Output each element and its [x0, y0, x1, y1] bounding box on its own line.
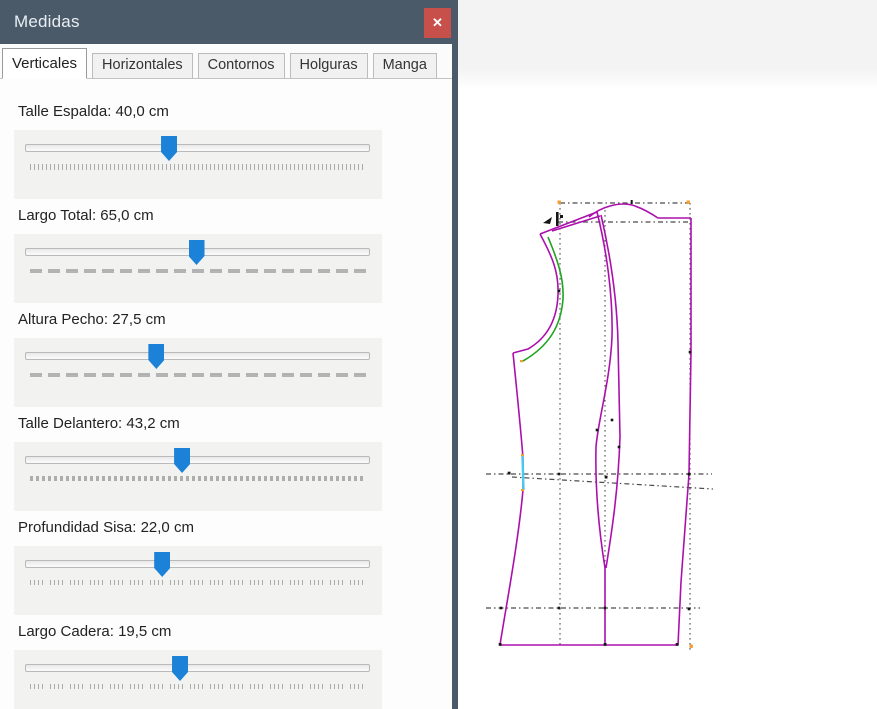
slider-thumb[interactable] — [174, 448, 191, 473]
slider-group-altura-pecho: Altura Pecho: 27,5 cm — [14, 311, 452, 407]
armhole-seam-green — [522, 236, 564, 362]
point-markers — [498, 200, 692, 646]
medidas-dialog: Medidas ✕ Verticales Horizontales Contor… — [0, 0, 452, 709]
slider-ticks — [30, 269, 366, 273]
slider-ticks — [30, 580, 366, 585]
slider-group-largo-total: Largo Total: 65,0 cm — [14, 207, 452, 303]
cursor-icon — [543, 212, 563, 226]
slider-thumb[interactable] — [154, 552, 171, 577]
pattern-outline — [499, 203, 692, 646]
slider-ticks — [30, 164, 366, 170]
tab-holguras[interactable]: Holguras — [289, 53, 368, 78]
slider-label: Talle Delantero: 43,2 cm — [18, 415, 180, 432]
tab-contornos[interactable]: Contornos — [197, 53, 285, 78]
tab-manga[interactable]: Manga — [372, 53, 437, 78]
slider-track[interactable] — [25, 456, 370, 464]
pattern-drawing — [486, 200, 714, 651]
slider-ticks — [30, 684, 366, 689]
slider-track[interactable] — [25, 144, 370, 152]
tab-horizontales[interactable]: Horizontales — [92, 53, 193, 78]
slider-track[interactable] — [25, 560, 370, 568]
tab-verticales[interactable]: Verticales — [2, 48, 88, 79]
slider-thumb[interactable] — [148, 344, 165, 369]
slider-label: Talle Espalda: 40,0 cm — [18, 103, 169, 120]
talle-espalda-slider[interactable] — [14, 130, 382, 199]
dialog-titlebar[interactable]: Medidas ✕ — [0, 0, 452, 44]
close-button[interactable]: ✕ — [424, 8, 451, 38]
profundidad-sisa-slider[interactable] — [14, 546, 382, 615]
slider-track[interactable] — [25, 352, 370, 360]
slider-ticks — [30, 476, 366, 481]
slider-thumb[interactable] — [188, 240, 205, 265]
slider-group-largo-cadera: Largo Cadera: 19,5 cm — [14, 623, 452, 709]
slider-group-talle-espalda: Talle Espalda: 40,0 cm — [14, 103, 452, 199]
tab-bar: Verticales Horizontales Contornos Holgur… — [0, 44, 452, 79]
slider-label: Largo Total: 65,0 cm — [18, 207, 154, 224]
side-notch-cyan — [521, 455, 525, 491]
verticales-panel: Talle Espalda: 40,0 cm Largo Total: 65,0… — [0, 79, 452, 709]
dialog-right-border — [452, 0, 458, 709]
slider-group-profundidad-sisa: Profundidad Sisa: 22,0 cm — [14, 519, 452, 615]
slider-label: Altura Pecho: 27,5 cm — [18, 311, 166, 328]
slider-label: Profundidad Sisa: 22,0 cm — [18, 519, 194, 536]
slider-group-talle-delantero: Talle Delantero: 43,2 cm — [14, 415, 452, 511]
altura-pecho-slider[interactable] — [14, 338, 382, 407]
slider-label: Largo Cadera: 19,5 cm — [18, 623, 172, 640]
pattern-canvas[interactable] — [458, 0, 877, 709]
slider-thumb[interactable] — [172, 656, 189, 681]
orange-markers — [520, 200, 693, 648]
slider-track[interactable] — [25, 664, 370, 672]
slider-ticks — [30, 373, 366, 377]
largo-total-slider[interactable] — [14, 234, 382, 303]
largo-cadera-slider[interactable] — [14, 650, 382, 709]
talle-delantero-slider[interactable] — [14, 442, 382, 511]
dialog-title: Medidas — [14, 12, 80, 31]
slider-thumb[interactable] — [161, 136, 178, 161]
